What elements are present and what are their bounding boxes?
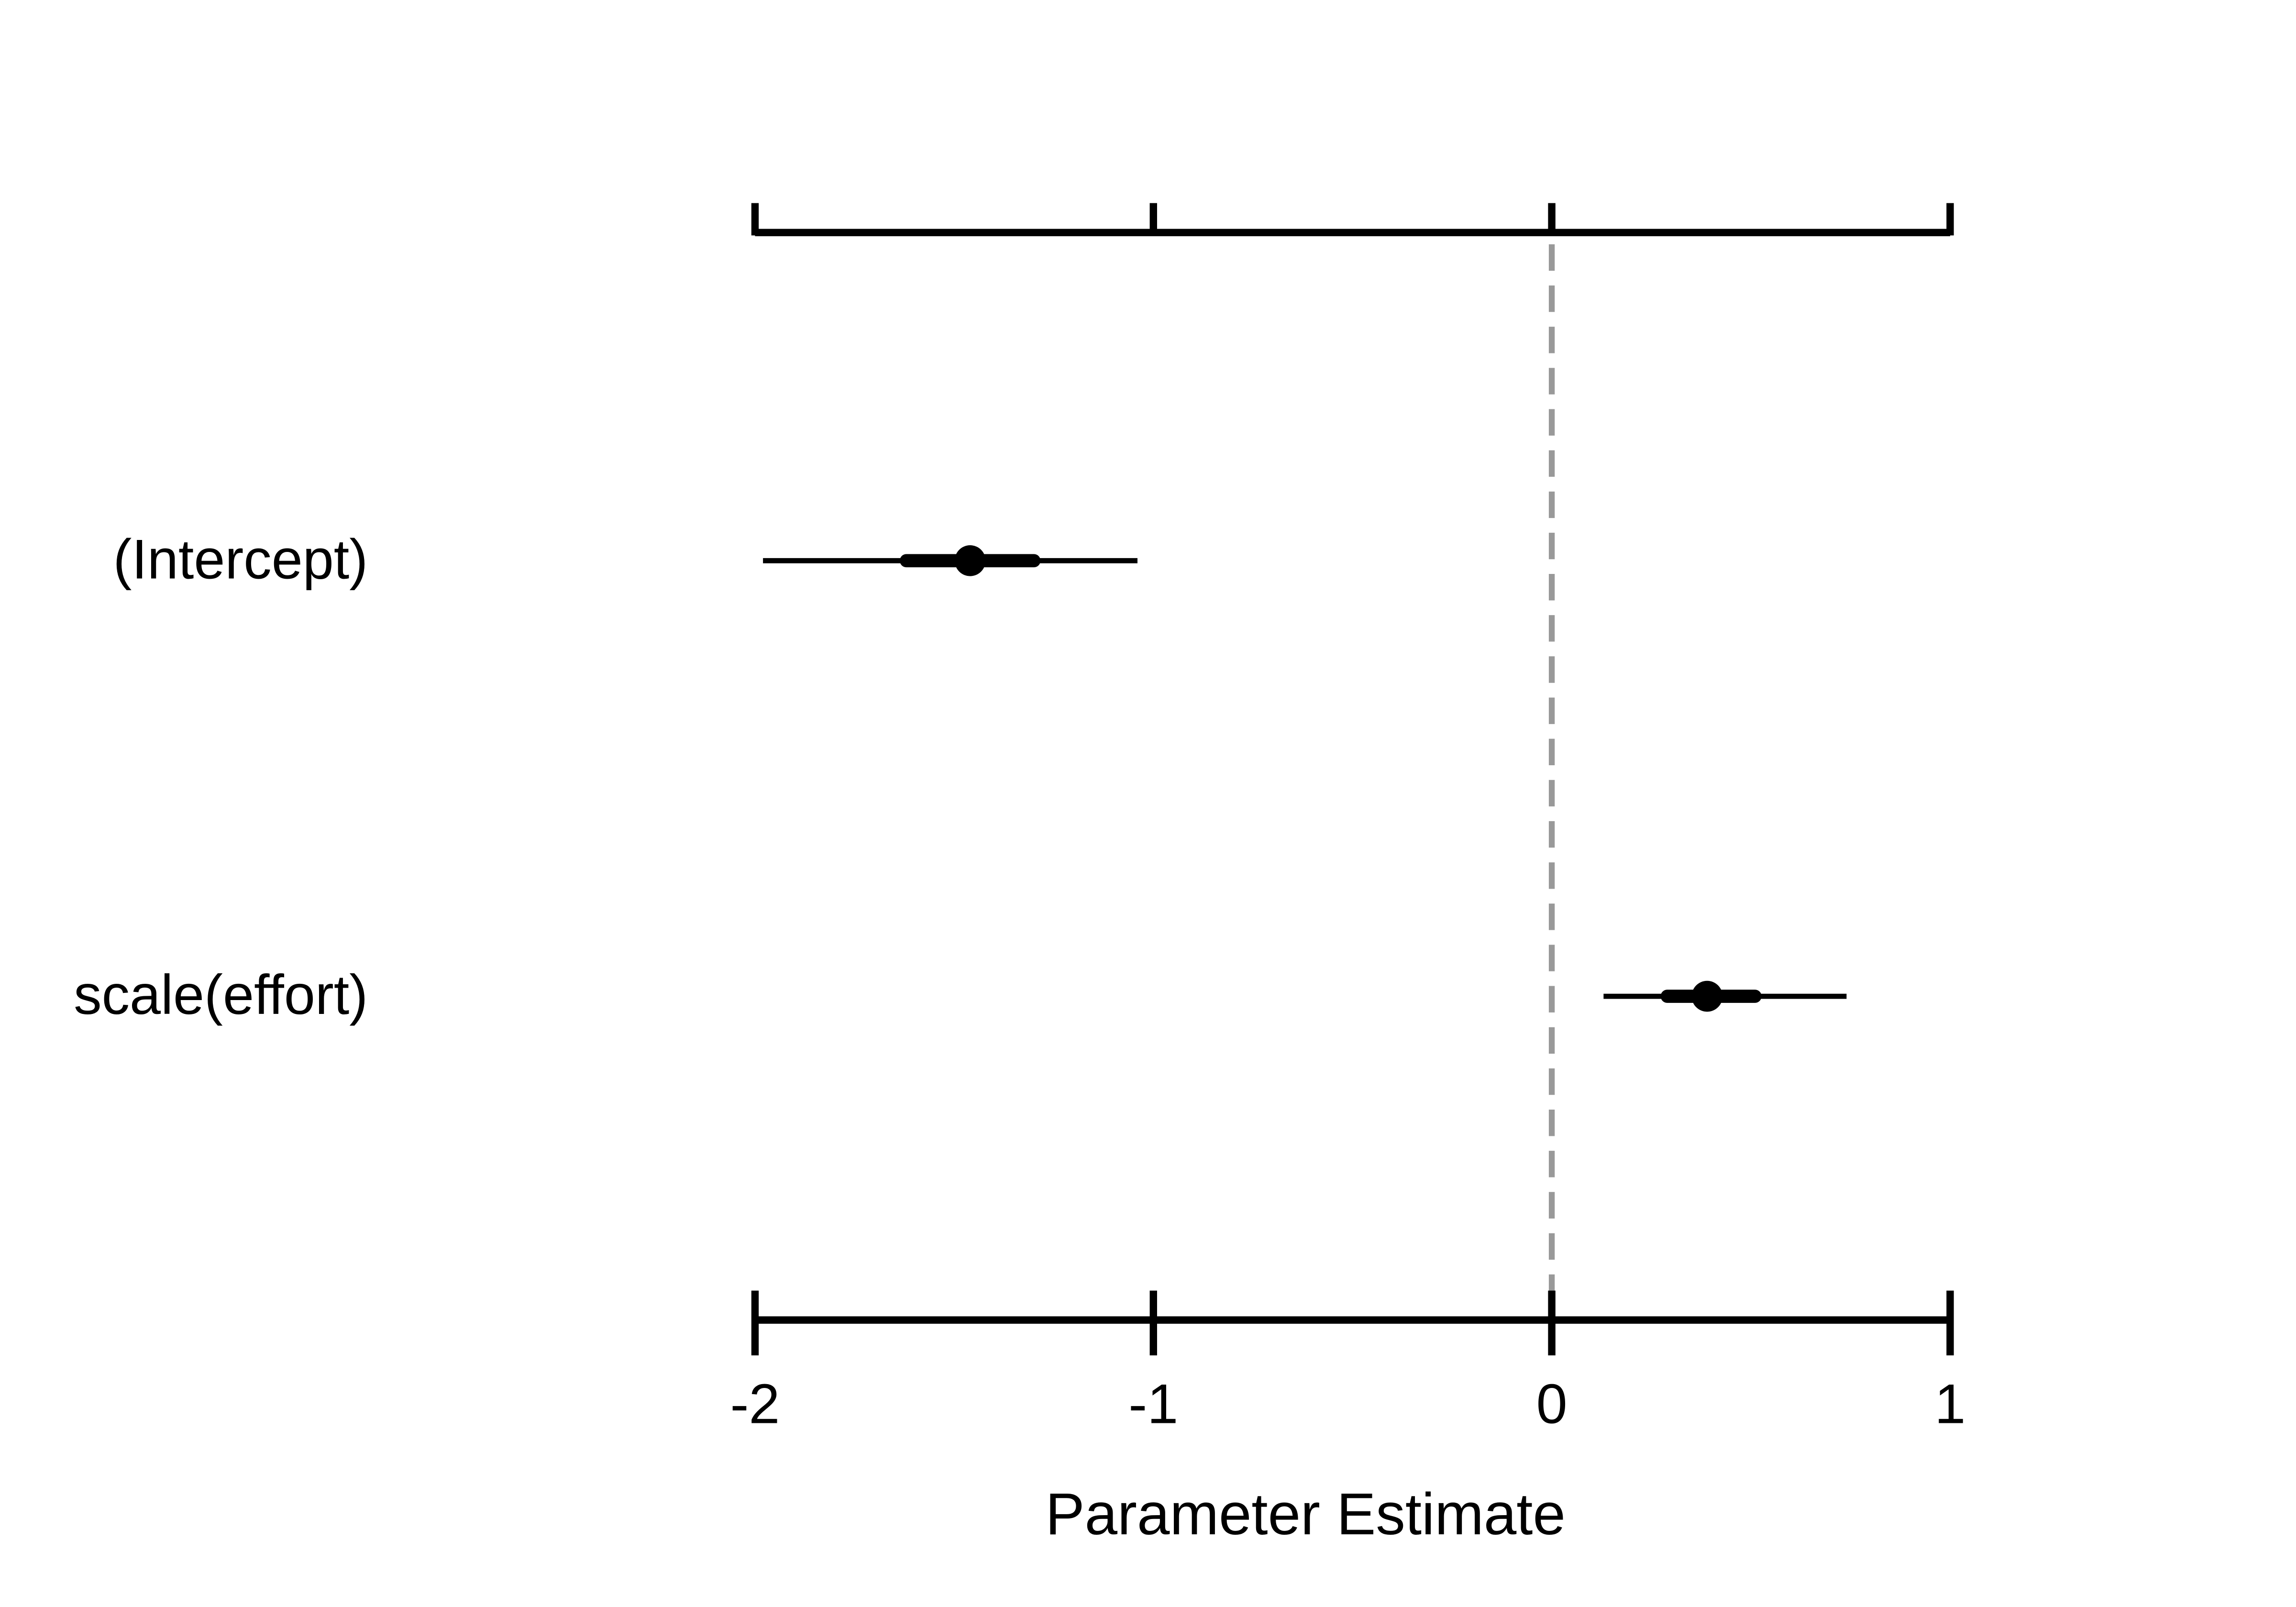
y-category-label: (Intercept)	[113, 528, 368, 590]
x-tick-label: -1	[1128, 1373, 1178, 1435]
x-tick-label: 1	[1934, 1373, 1965, 1435]
point-estimate	[1691, 980, 1723, 1012]
point-estimate	[954, 545, 986, 576]
x-axis-label: Parameter Estimate	[1046, 1482, 1566, 1547]
y-category-label: scale(effort)	[74, 963, 368, 1026]
x-tick-label: -2	[730, 1373, 780, 1435]
x-tick-label: 0	[1536, 1373, 1567, 1435]
